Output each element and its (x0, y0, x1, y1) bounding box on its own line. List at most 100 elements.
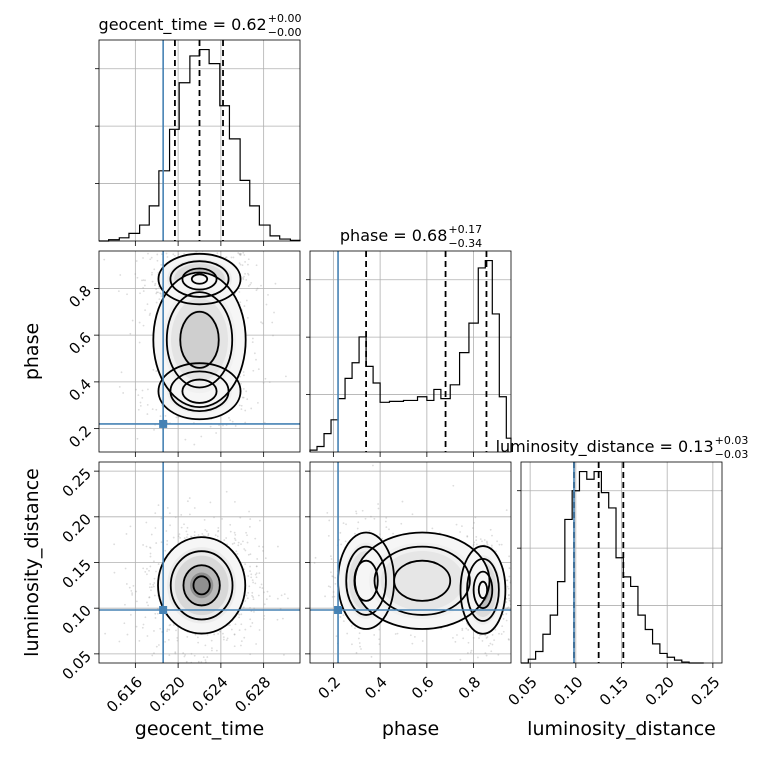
sample-point (258, 545, 260, 548)
sample-point (126, 293, 128, 296)
sample-point (506, 585, 509, 588)
sample-point (167, 638, 170, 641)
sample-point (259, 586, 261, 589)
sample-point (142, 279, 145, 282)
sample-point (148, 596, 151, 599)
sample-point (148, 314, 151, 316)
sample-point (505, 601, 508, 603)
sample-point (243, 254, 246, 256)
sample-point (329, 555, 332, 558)
sample-point (255, 358, 257, 361)
contour-line (459, 545, 507, 635)
sample-point (272, 334, 274, 337)
sample-point (483, 539, 486, 541)
axes-frame (98, 250, 301, 453)
sample-point (344, 540, 347, 543)
sample-point (266, 590, 269, 593)
sample-point (351, 643, 353, 646)
sample-point (249, 653, 252, 656)
sample-point (244, 600, 247, 602)
marginal-title: phase = 0.68 +0.17−0.34 (340, 223, 482, 250)
sample-point (253, 610, 255, 613)
sample-point (236, 553, 239, 555)
sample-point (361, 509, 364, 512)
contour-line (169, 550, 234, 621)
sample-point (264, 377, 267, 380)
sample-point (256, 558, 259, 560)
sample-point (131, 593, 134, 596)
sample-point (238, 253, 241, 256)
sample-point (246, 534, 248, 537)
sample-point (183, 466, 185, 468)
sample-point (249, 618, 252, 621)
sample-point (258, 572, 261, 575)
sample-point (496, 540, 498, 543)
sample-point (479, 538, 482, 541)
sample-point (505, 579, 508, 582)
sample-point (489, 528, 492, 531)
sample-point (466, 535, 469, 537)
sample-point (129, 525, 132, 528)
sample-point (166, 539, 169, 542)
sample-point (454, 640, 457, 643)
sample-point (466, 535, 469, 538)
sample-point (185, 246, 187, 248)
sample-point (158, 298, 161, 301)
sample-point (160, 295, 163, 298)
sample-point (360, 648, 362, 650)
sample-point (166, 242, 168, 244)
y-axis-label: phase (21, 323, 43, 380)
contour-line (373, 545, 471, 616)
sample-point (505, 509, 508, 512)
sample-point (120, 371, 123, 374)
sample-point (154, 527, 157, 529)
sample-point (128, 586, 131, 589)
sample-point (276, 597, 279, 600)
sample-point (242, 276, 244, 279)
marginal-title: geocent_time = 0.62 +0.00−0.00 (99, 12, 302, 39)
sample-point (523, 613, 525, 615)
sample-point (153, 630, 155, 632)
sample-point (274, 282, 277, 285)
sample-point (413, 635, 416, 638)
sample-point (193, 654, 196, 657)
sample-point (508, 599, 511, 602)
sample-point (505, 598, 508, 600)
sample-point (145, 545, 148, 548)
sample-point (231, 543, 234, 545)
sample-point (154, 284, 156, 287)
sample-point (153, 582, 156, 584)
sample-point (166, 507, 169, 509)
sample-point (242, 396, 245, 399)
sample-point (200, 435, 203, 438)
sample-point (335, 635, 338, 637)
sample-point (497, 653, 500, 656)
sample-point (197, 641, 200, 644)
sample-point (139, 404, 142, 407)
sample-point (276, 618, 279, 621)
sample-point (513, 608, 515, 610)
sample-point (144, 616, 147, 619)
contour-line (157, 362, 242, 421)
sample-point (243, 636, 246, 639)
contour-line (353, 531, 491, 630)
sample-point (474, 516, 477, 519)
sample-point (142, 623, 145, 626)
sample-point (516, 664, 518, 666)
sample-point (165, 530, 168, 532)
sample-point (242, 371, 245, 373)
sample-point (156, 612, 159, 615)
sample-point (240, 644, 242, 647)
sample-point (177, 535, 180, 538)
sample-point (521, 590, 523, 592)
sample-point (506, 579, 509, 582)
sample-point (257, 594, 260, 597)
joint-phase-luminosity_distance (309, 461, 525, 666)
sample-point (142, 290, 145, 292)
sample-point (168, 654, 171, 657)
sample-point (340, 543, 343, 546)
marginal-geocent_time: geocent_time = 0.62 +0.00−0.00 (95, 12, 302, 242)
sample-point (174, 516, 177, 519)
contour-line (157, 536, 247, 635)
contour-line (181, 378, 218, 404)
